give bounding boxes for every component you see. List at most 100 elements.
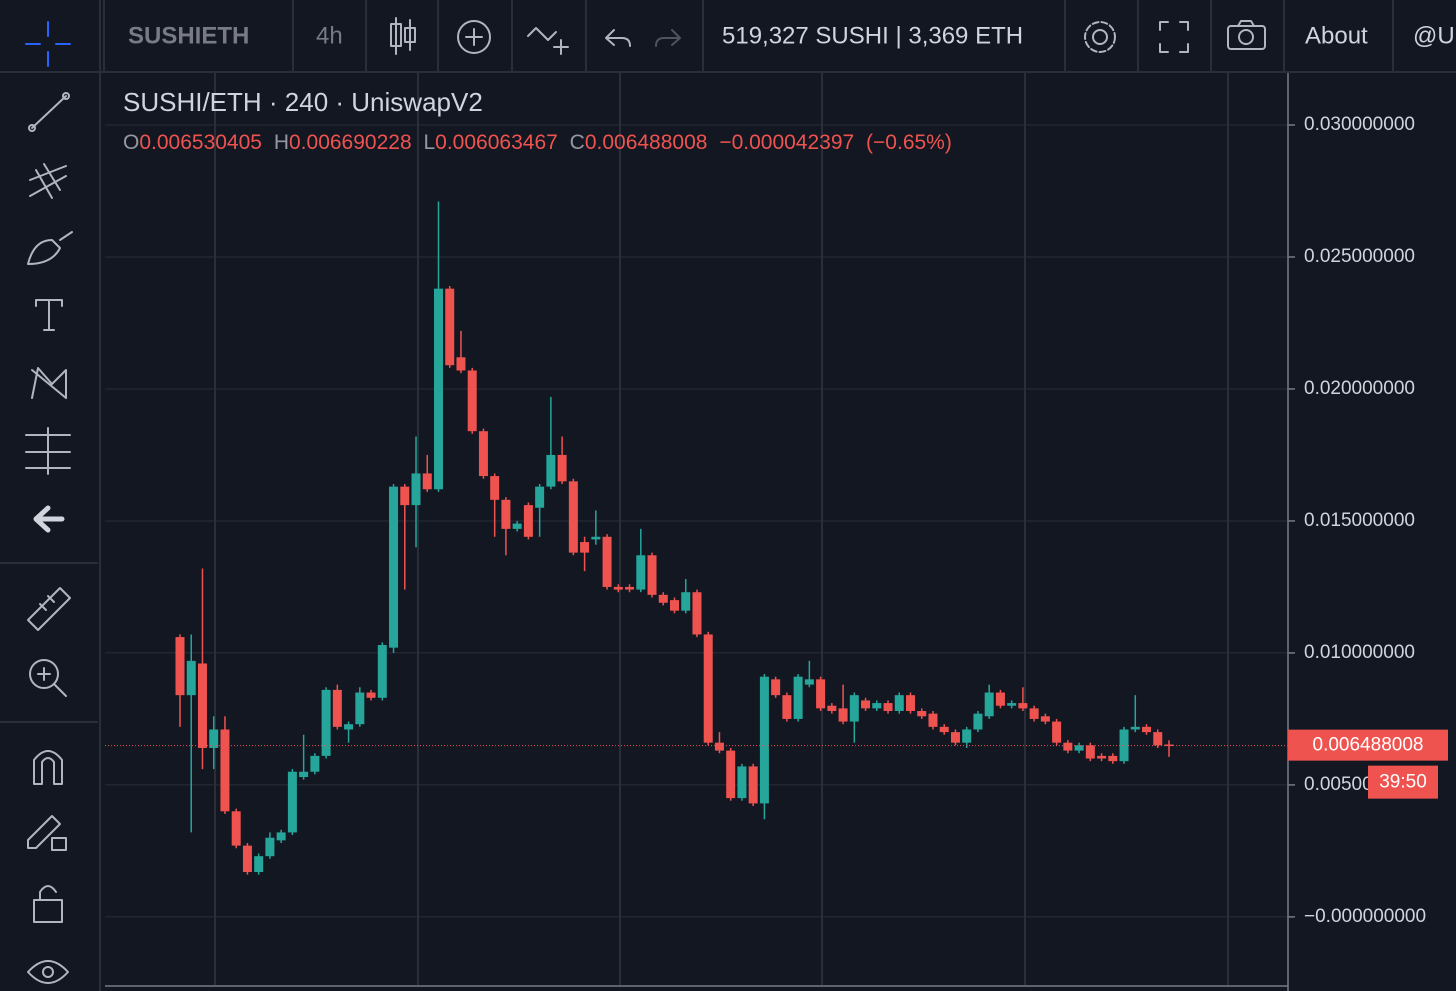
candle-body <box>411 473 421 506</box>
candle-body <box>782 695 792 719</box>
candle-body <box>849 695 859 722</box>
candle-body <box>636 555 646 590</box>
candle-body <box>995 692 1005 706</box>
candle-body <box>804 679 814 685</box>
candle-body <box>962 729 972 743</box>
price-axis: −0.0000000000.0050000000.0100000000.0150… <box>1288 114 1448 927</box>
candle-body <box>220 729 230 812</box>
drawing-tools[interactable] <box>25 21 73 984</box>
candle-body <box>254 856 264 873</box>
top-toolbar <box>0 0 1456 72</box>
candle-body <box>894 695 904 712</box>
candle-body <box>1119 729 1129 762</box>
legend-key: C <box>570 131 585 154</box>
candle-body <box>1052 721 1062 743</box>
candle-body <box>1164 744 1174 747</box>
candle-body <box>1018 703 1028 709</box>
candle-body <box>1063 742 1073 751</box>
candle-body <box>478 431 488 477</box>
candle-body <box>490 476 500 500</box>
candle-body <box>321 689 331 756</box>
candle-body <box>1153 732 1163 746</box>
price-grid <box>105 124 1288 918</box>
legend-key: O <box>123 131 139 154</box>
interval[interactable]: 4h <box>316 22 343 49</box>
symbol[interactable]: SUSHIETH <box>128 22 249 49</box>
candle-body <box>501 499 511 529</box>
countdown-box <box>1368 765 1438 799</box>
candle-body <box>568 481 578 553</box>
candle-body <box>265 837 275 857</box>
candle-body <box>883 703 893 712</box>
candle-body <box>737 766 747 799</box>
candle-body <box>1007 703 1017 706</box>
y-tick-label: 0.030000000 <box>1304 114 1415 135</box>
candle-body <box>928 713 938 727</box>
candle-body <box>748 766 758 804</box>
candle-body <box>591 536 601 540</box>
candle-body <box>827 705 837 712</box>
candle-body <box>287 771 297 833</box>
legend-key: L <box>423 131 435 154</box>
candle-body <box>714 742 724 751</box>
change-percent: (−0.65%) <box>866 131 952 154</box>
candle-body <box>726 750 736 799</box>
candle-body <box>816 679 826 709</box>
y-tick-label: 0.010000000 <box>1304 642 1415 663</box>
legend-value: 0.006063467 <box>435 131 558 154</box>
candle-body <box>602 536 612 587</box>
y-tick-label: 0.025000000 <box>1304 246 1415 267</box>
candle-body <box>231 811 241 846</box>
legend-value: 0.006530405 <box>139 131 262 154</box>
last-price-label: 0.006488008 <box>1313 735 1424 756</box>
candle-body <box>1108 755 1118 762</box>
time-grid <box>214 73 1229 985</box>
volume: 519,327 SUSHI | 3,369 ETH <box>722 22 1023 49</box>
candle-body <box>703 634 713 743</box>
ohlc-legend: O0.006530405 H0.006690228 L0.006063467 C… <box>123 131 952 154</box>
candle-body <box>175 637 185 696</box>
candle-body <box>535 486 545 508</box>
candle-body <box>759 676 769 804</box>
candle-body <box>838 708 848 722</box>
candle-body <box>1074 745 1084 751</box>
toolbar-icons[interactable] <box>390 17 1266 55</box>
candle-body <box>242 845 252 873</box>
candle-body <box>681 592 691 611</box>
candle-body <box>389 486 399 648</box>
candle-body <box>1097 755 1107 759</box>
candle-body <box>546 454 556 487</box>
candle-body <box>377 645 387 698</box>
user[interactable]: @Ur <box>1413 22 1456 49</box>
candle-body <box>984 692 994 717</box>
candle-body <box>939 726 949 733</box>
candle-body <box>557 454 567 482</box>
change: −0.000042397 <box>719 131 854 154</box>
candle-body <box>299 771 309 777</box>
candle-body <box>186 660 196 696</box>
candle-body <box>658 594 668 603</box>
candle-body <box>861 700 871 709</box>
chart-title: SUSHI/ETH · 240 · UniswapV2 <box>123 87 483 117</box>
y-tick-label: 0.020000000 <box>1304 378 1415 399</box>
toolbar-separators <box>103 0 1394 72</box>
candle-body <box>366 692 376 698</box>
candle-body <box>433 288 443 490</box>
candle-body <box>1085 745 1095 759</box>
candle-body <box>692 592 702 635</box>
candle-body <box>1142 726 1152 733</box>
candle-body <box>310 755 320 772</box>
candle-body <box>400 486 410 506</box>
candle-body <box>613 586 623 590</box>
legend-key: H <box>274 131 289 154</box>
candle-body <box>467 370 477 432</box>
about[interactable]: About <box>1305 22 1368 49</box>
candle-body <box>523 505 533 537</box>
candle-body <box>512 523 522 529</box>
candle-body <box>950 732 960 743</box>
candle-body <box>445 288 455 366</box>
candle-body <box>625 586 635 590</box>
